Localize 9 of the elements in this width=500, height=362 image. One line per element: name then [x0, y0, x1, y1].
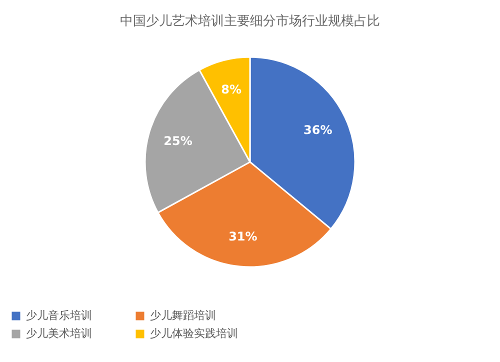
- legend-label: 少儿舞蹈培训: [150, 309, 216, 322]
- data-label: 31%: [228, 230, 258, 244]
- legend-label: 少儿音乐培训: [26, 309, 92, 322]
- chart-title: 中国少儿艺术培训主要细分市场行业规模占比: [120, 13, 380, 29]
- legend-label: 少儿美术培训: [26, 327, 92, 340]
- data-label: 36%: [303, 123, 332, 138]
- data-label: 25%: [164, 134, 192, 148]
- legend-label: 少儿体验实践培训: [150, 327, 238, 340]
- data-label: 8%: [221, 82, 242, 96]
